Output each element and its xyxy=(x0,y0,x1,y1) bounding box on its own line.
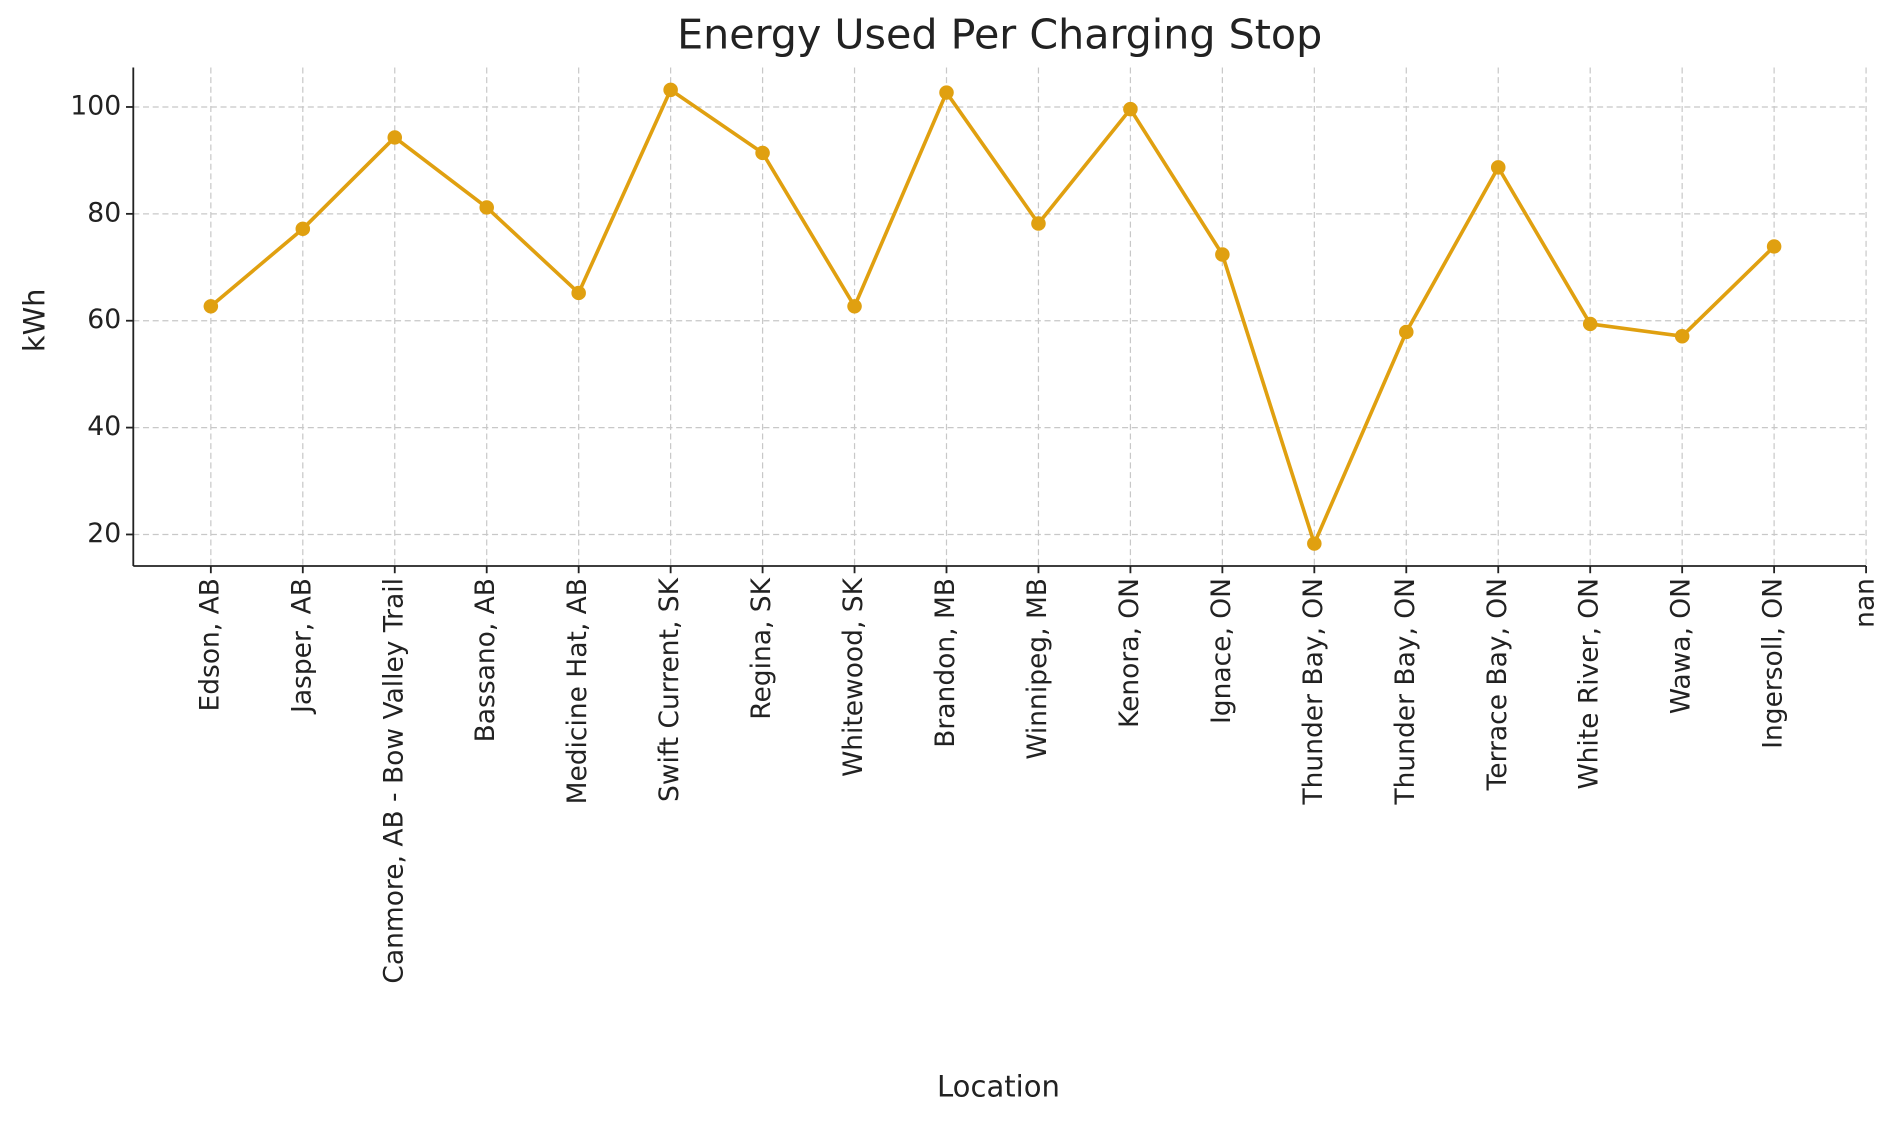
data-point xyxy=(1766,239,1782,254)
data-point xyxy=(295,221,311,237)
data-point xyxy=(1031,216,1046,231)
data-point xyxy=(571,285,586,301)
x-tick-label: Wawa, ON xyxy=(1666,578,1697,714)
data-point xyxy=(1215,247,1230,262)
data-point xyxy=(1674,328,1690,344)
x-tick-label: Medicine Hat, AB xyxy=(562,578,593,804)
data-point xyxy=(1307,536,1322,551)
x-tick-label: Terrace Bay, ON xyxy=(1482,578,1513,791)
x-tick-label: Swift Current, SK xyxy=(654,577,685,802)
data-point xyxy=(1399,324,1414,340)
x-tick-label: Edson, AB xyxy=(194,578,225,711)
x-axis-label: Location xyxy=(937,1070,1060,1104)
data-point xyxy=(387,130,403,145)
x-tick-label: Winnipeg, MB xyxy=(1022,578,1053,760)
data-point xyxy=(847,299,862,314)
x-tick-label: Whitewood, SK xyxy=(838,577,869,776)
x-tick-label: Kenora, ON xyxy=(1114,578,1145,728)
x-tick-label: Bassano, AB xyxy=(470,578,501,742)
x-tick-label: Ignace, ON xyxy=(1206,578,1237,724)
data-line xyxy=(209,88,1776,546)
y-tick-label: 80 xyxy=(87,197,121,228)
x-tick-label: White River, ON xyxy=(1574,578,1605,790)
y-tick-label: 100 xyxy=(70,91,121,122)
x-tick-label: Brandon, MB xyxy=(930,578,961,748)
y-tick-label: 40 xyxy=(87,411,121,442)
y-tick-label: 60 xyxy=(87,304,121,335)
chart-title: Energy Used Per Charging Stop xyxy=(677,10,1322,58)
x-tick-label: Regina, SK xyxy=(746,577,777,719)
x-tick-label: Thunder Bay, ON xyxy=(1390,578,1421,805)
x-tick-label: Ingersoll, ON xyxy=(1758,578,1789,749)
x-tick-label: Canmore, AB - Bow Valley Trail xyxy=(378,578,409,984)
x-tick-label: Thunder Bay, ON xyxy=(1298,578,1329,805)
y-tick-label: 20 xyxy=(87,518,121,549)
x-tick-label: nan xyxy=(1850,578,1881,628)
y-axis-label: kWh xyxy=(17,289,51,353)
data-point xyxy=(1123,101,1138,117)
x-tick-label: Jasper, AB xyxy=(286,578,317,715)
data-point xyxy=(1582,316,1598,332)
data-point xyxy=(755,145,770,161)
data-point xyxy=(203,299,219,314)
data-point xyxy=(663,82,678,98)
data-point xyxy=(939,85,954,100)
data-point xyxy=(479,200,494,215)
data-point xyxy=(1490,160,1506,175)
